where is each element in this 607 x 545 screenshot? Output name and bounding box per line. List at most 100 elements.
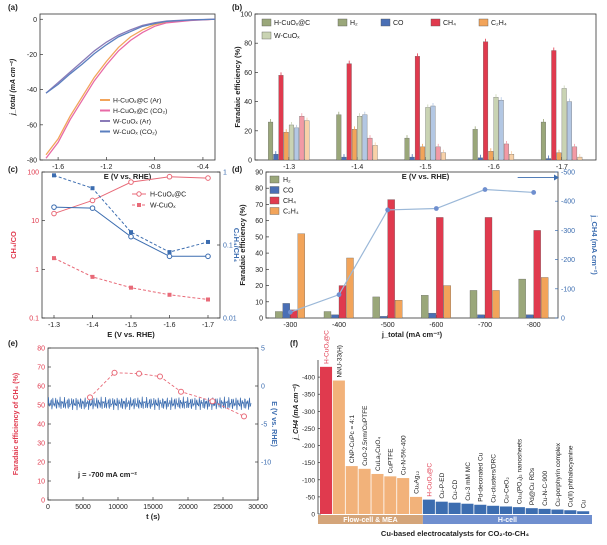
panel-f-bar-label: Cu₃(PO₄)₂ nanosheets (516, 438, 523, 504)
panel-f-bar (551, 509, 564, 514)
panel-c-right-axis-label: C₂H₄/CH₄ (232, 228, 241, 263)
panel-b-y-tick-label: 40 (244, 99, 252, 106)
panel-e-potential-line (47, 396, 252, 411)
panel-f-x-axis-label: Cu-based electrocatalysts for CO₂-to-CH₄ (381, 529, 530, 538)
panel-c-marker (128, 233, 134, 240)
panel-e-fe-marker (209, 398, 216, 405)
panel-c-marker (206, 239, 210, 244)
panel-f-bar (371, 473, 384, 514)
panel-b-bar (546, 158, 552, 161)
panel-a-y-tick-label: 0 (33, 17, 37, 24)
panel-c-right-tick-label: 0.1 (223, 243, 233, 250)
panel-b-x-tick-label: -1.7 (556, 164, 568, 171)
panel-b-bar (440, 152, 446, 161)
panel-d-bar (518, 278, 526, 319)
panel-b-legend-label: C₂H₄ (491, 20, 507, 27)
panel-f-bar (577, 511, 590, 514)
panel-f-y-tick-label: -300 (302, 409, 315, 416)
panel-e-left-tick-label: 20 (37, 460, 45, 467)
panel-b-x-tick-label: -1.3 (283, 164, 295, 171)
panel-e-left-tick-label: 0 (41, 498, 45, 505)
panel-e-left-tick-label: 10 (37, 479, 45, 486)
panel-e-x-tick-label: 25000 (213, 504, 233, 511)
panel-label-f: (f) (290, 339, 298, 348)
panel-a-x-tick-label: -0.4 (197, 164, 209, 171)
panel-b-y-tick-label: 0 (248, 158, 252, 165)
panel-d-bar (387, 199, 395, 319)
panel-b-legend-swatch (337, 18, 348, 27)
panel-e-fe-marker (241, 413, 247, 420)
panel-d-jch4-line (290, 188, 534, 313)
panel-c-legend-marker (137, 203, 141, 207)
panel-f-bar (435, 501, 448, 514)
panel-a-y-axis-label: j_total (mA cm⁻²) (10, 58, 17, 116)
panel-d-x-tick-label: -700 (478, 322, 492, 329)
panel-b-bar (294, 127, 300, 161)
panel-b-bar (540, 121, 546, 161)
panel-f-bar-label: Cu-CeO₂ (503, 477, 510, 504)
panel-d-arrow-head (554, 174, 559, 181)
panel-e-x-tick-label: 20000 (178, 504, 198, 511)
panel-d-left-tick-label: 40 (255, 251, 263, 258)
panel-a-y-tick-label: -80 (27, 158, 37, 165)
panel-c-marker (90, 274, 95, 279)
panel-b-legend-label: H-CuOₓ@C (274, 20, 310, 27)
panel-d-bar (331, 314, 339, 319)
panel-f-bar-label: Cu-P-ED (439, 472, 446, 498)
panel-d-left-tick-label: 0 (259, 316, 263, 323)
panel-d-legend-swatch (269, 207, 280, 215)
panel-c-marker (167, 292, 172, 297)
panel-c-legend-marker (136, 191, 142, 197)
panel-c-marker (166, 253, 173, 260)
panel-f-bar-label: Cu-porphyrin complex (555, 442, 562, 506)
panel-d-bar (526, 314, 534, 319)
panel-e-right-tick-label: -10 (261, 460, 271, 467)
panel-f-group-hcell-label: H-cell (498, 517, 517, 524)
panel-f-bar-label: H-CuOₓ@C (323, 330, 330, 364)
panel-b-bar (283, 132, 289, 161)
panel-d-bar (338, 285, 347, 319)
panel-b-bar (409, 156, 415, 161)
panel-f-bar-label: Cu-clusters/DRC (491, 454, 498, 503)
panel-b-legend-label: W-CuOₓ (274, 33, 300, 40)
panel-d-bar (533, 230, 541, 319)
panel-c-marker (52, 173, 56, 178)
panel-b-bar (357, 116, 363, 161)
panel-c-marker (205, 175, 211, 181)
panel-d-left-tick-label: 20 (255, 283, 263, 290)
panel-f-bar-label: H-CuOₓ@C (426, 463, 433, 497)
panel-a-legend-label: H-CuOₓ@C (CO₂) (113, 108, 167, 115)
panel-d-legend-swatch (269, 175, 280, 184)
panel-b-bar (430, 105, 436, 161)
panel-c-marker (166, 173, 173, 180)
panel-d-right-tick-label: -100 (561, 286, 575, 293)
panel-b-bar (420, 146, 426, 161)
panel-a-legend-label: W-CuOₓ (CO₂) (113, 129, 157, 136)
panel-f-bar-label: Cu-CD (452, 480, 459, 500)
panel-a-series-line (45, 18, 216, 159)
panel-label-a: (a) (8, 3, 18, 12)
panel-e-right-axis-label: E (V vs. RHE) (270, 401, 279, 447)
panel-e-fe-marker (136, 370, 142, 377)
panel-b-bar (362, 114, 368, 161)
panel-b-x-tick-label: -1.6 (488, 164, 500, 171)
panel-f-bar (358, 468, 371, 514)
panel-d-jch4-marker (287, 309, 293, 315)
panel-d-x-tick-label: -400 (332, 322, 346, 329)
panel-d-bar (346, 257, 354, 319)
panel-c-left-tick-label: 0.1 (29, 316, 39, 323)
panel-f-y-tick-label: 0 (311, 512, 315, 519)
panel-d-jch4-marker (433, 206, 439, 211)
panel-a-x-tick-label: -0.8 (149, 164, 161, 171)
panel-f-bar-label: CuO-2.5nm/CuPTFE (362, 405, 369, 466)
panel-e-fe-line (89, 372, 245, 417)
panel-e-left-tick-label: 30 (37, 441, 45, 448)
panel-e-x-tick-label: 30000 (248, 504, 268, 511)
panel-b-bar (336, 114, 342, 161)
panel-d-bar (541, 277, 549, 319)
panel-e-fe-marker (178, 388, 184, 395)
panel-a-legend-label: H-CuOₓ@C (Ar) (113, 98, 161, 105)
panel-d-left-tick-label: 70 (255, 202, 263, 209)
panel-c-x-tick-label: -1.6 (163, 322, 175, 329)
panel-b-bar (351, 129, 357, 161)
